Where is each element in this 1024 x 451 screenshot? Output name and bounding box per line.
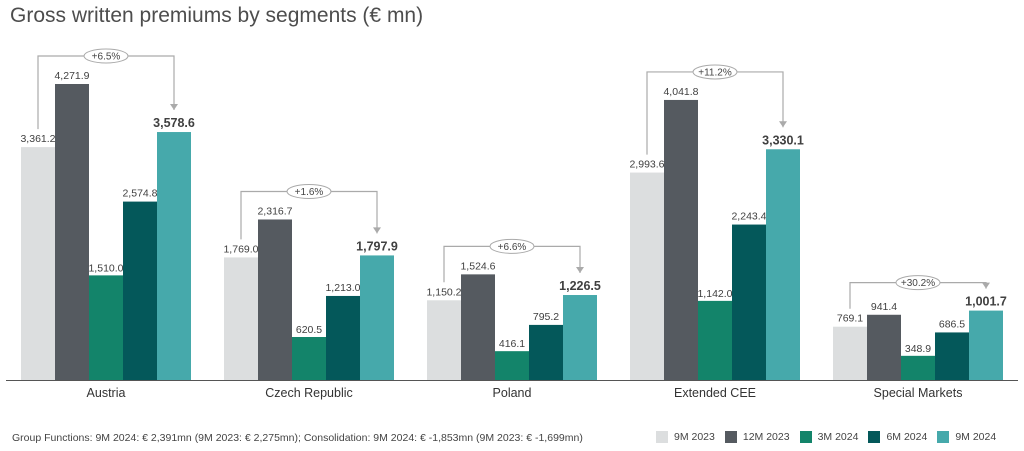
bar xyxy=(935,332,969,380)
data-label: 1,150.2 xyxy=(426,286,461,298)
bar xyxy=(867,314,901,380)
data-label: 2,574.8 xyxy=(122,188,157,200)
change-arrowhead xyxy=(170,104,178,111)
data-label: 416.1 xyxy=(499,338,525,350)
data-label: 620.5 xyxy=(296,324,322,336)
data-label: 941.4 xyxy=(871,301,897,313)
bar xyxy=(258,219,292,380)
legend-label: 3M 2024 xyxy=(817,431,859,443)
data-label: 1,797.9 xyxy=(356,239,398,253)
change-badge xyxy=(286,183,332,199)
legend-label: 12M 2023 xyxy=(742,431,790,443)
data-label: 1,226.5 xyxy=(559,279,601,293)
bar xyxy=(563,295,597,380)
change-label: +6.5% xyxy=(92,52,121,63)
data-label: 4,041.8 xyxy=(663,86,698,98)
data-label: 686.5 xyxy=(939,318,965,330)
data-label-box xyxy=(293,323,325,337)
change-badge xyxy=(489,238,535,254)
legend-item: 9M 2024 xyxy=(937,431,996,443)
data-label: 2,243.4 xyxy=(731,211,766,223)
data-label: 1,001.7 xyxy=(965,295,1007,309)
data-label: 1,769.0 xyxy=(223,243,258,255)
data-label-box xyxy=(902,341,934,355)
change-badge xyxy=(692,64,738,80)
footnote: Group Functions: 9M 2024: € 2,391mn (9M … xyxy=(12,432,583,444)
change-label: +1.6% xyxy=(295,187,324,198)
legend: 9M 2023 12M 2023 3M 2024 6M 2024 9M 2024 xyxy=(656,431,1006,443)
change-label: +30.2% xyxy=(901,278,935,289)
category-label: Austria xyxy=(87,386,126,400)
bar xyxy=(157,132,191,380)
bar xyxy=(766,149,800,380)
data-label: 1,213.0 xyxy=(325,282,360,294)
category-label: Special Markets xyxy=(874,386,963,400)
change-badge xyxy=(83,48,129,64)
data-label: 3,330.1 xyxy=(762,133,804,147)
bar xyxy=(89,275,123,380)
data-label: 1,524.6 xyxy=(460,260,495,272)
legend-item: 6M 2024 xyxy=(868,431,927,443)
legend-swatch xyxy=(656,431,668,443)
bar xyxy=(427,300,461,380)
change-arrowhead xyxy=(779,121,787,128)
legend-swatch xyxy=(724,431,737,443)
data-label: 769.1 xyxy=(837,313,863,325)
category-label: Czech Republic xyxy=(265,386,353,400)
bar xyxy=(495,351,529,380)
bar xyxy=(969,310,1003,380)
bar xyxy=(55,84,89,380)
data-label-box xyxy=(699,286,731,300)
data-label: 3,578.6 xyxy=(153,116,195,130)
legend-label: 6M 2024 xyxy=(886,431,928,443)
bar xyxy=(461,274,495,380)
bar xyxy=(529,324,563,380)
change-arrowhead xyxy=(373,227,381,234)
legend-swatch xyxy=(937,431,950,443)
data-label: 2,993.6 xyxy=(629,159,664,171)
data-label: 3,361.2 xyxy=(20,133,55,145)
bar xyxy=(698,300,732,380)
bar xyxy=(833,326,867,380)
bar xyxy=(224,257,258,380)
bar xyxy=(123,201,157,380)
bar xyxy=(630,172,664,380)
legend-item: 9M 2023 xyxy=(656,431,715,443)
chart-title: Gross written premiums by segments (€ mn… xyxy=(10,4,424,27)
legend-item: 3M 2024 xyxy=(799,431,859,443)
bar xyxy=(21,147,55,380)
data-label-box xyxy=(496,337,528,351)
category-label: Poland xyxy=(493,386,532,400)
change-label: +6.6% xyxy=(498,242,527,253)
legend-label: 9M 2023 xyxy=(674,431,715,443)
data-label: 348.9 xyxy=(905,343,931,355)
data-label: 4,271.9 xyxy=(54,70,89,82)
bar xyxy=(292,337,326,380)
change-label: +11.2% xyxy=(698,67,732,78)
change-arrowhead xyxy=(982,282,990,289)
bar xyxy=(664,99,698,380)
data-label: 795.2 xyxy=(533,311,559,323)
bar xyxy=(732,224,766,380)
legend-label: 9M 2024 xyxy=(955,431,997,443)
bar xyxy=(326,295,360,380)
data-label-box xyxy=(90,261,122,275)
change-arrowhead xyxy=(576,267,584,274)
category-label: Extended CEE xyxy=(674,386,756,400)
data-label: 1,142.0 xyxy=(697,288,732,300)
bar xyxy=(901,355,935,380)
data-label: 1,510.0 xyxy=(88,262,123,274)
legend-item: 12M 2023 xyxy=(724,431,790,443)
data-label: 2,316.7 xyxy=(257,205,292,217)
legend-swatch xyxy=(868,431,881,443)
bar xyxy=(360,255,394,380)
legend-swatch xyxy=(799,431,812,443)
change-badge xyxy=(895,275,941,291)
